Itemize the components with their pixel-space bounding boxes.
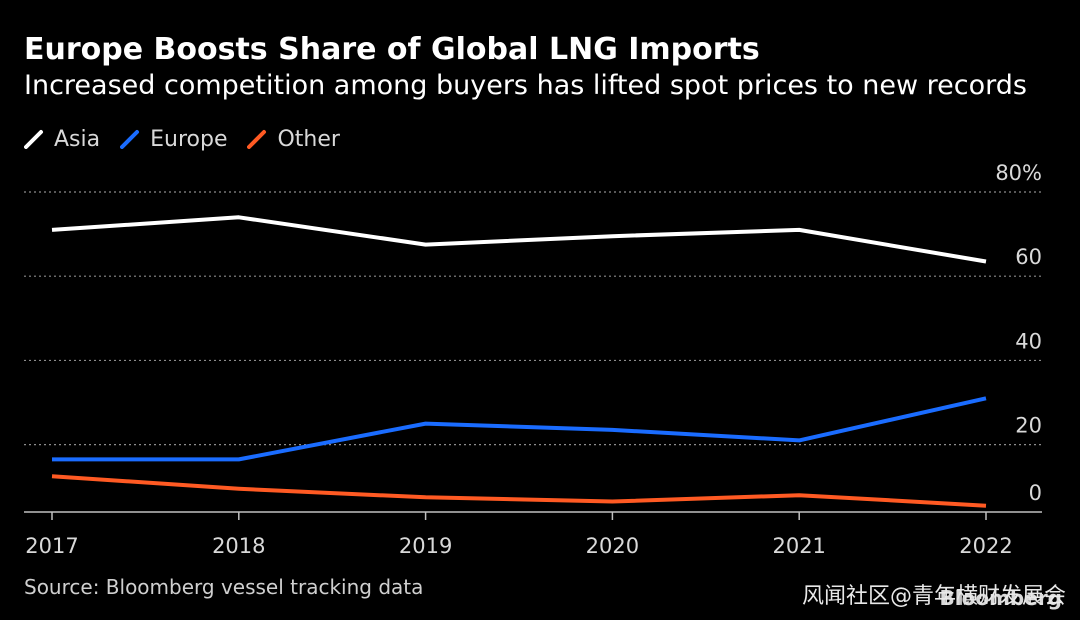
legend-label-other: Other: [277, 126, 340, 152]
legend-item-europe: Europe: [120, 127, 227, 152]
y-tick-label: 80%: [995, 161, 1042, 185]
y-tick-label: 40: [1015, 329, 1042, 353]
x-tick-label: 2020: [586, 534, 639, 558]
series-line-asia: [51, 215, 987, 264]
legend-label-europe: Europe: [150, 126, 228, 152]
chart-title: Europe Boosts Share of Global LNG Import…: [24, 32, 760, 67]
legend-label-asia: Asia: [54, 126, 101, 152]
chart-legend: Asia Europe Other: [24, 124, 360, 154]
series-line-europe: [52, 396, 987, 462]
legend-item-asia: Asia: [24, 127, 100, 152]
x-tick-label: 2017: [25, 534, 78, 558]
chart-subtitle: Increased competition among buyers has l…: [24, 70, 1027, 101]
y-tick-label: 20: [1015, 414, 1042, 438]
bloomberg-logo: Bloomberg: [939, 586, 1062, 610]
legend-swatch-asia: [24, 129, 44, 149]
series-line-other: [51, 474, 987, 508]
x-tick-label: 2019: [399, 534, 452, 558]
legend-swatch-other: [247, 129, 267, 149]
y-tick-label: 0: [1029, 481, 1042, 505]
legend-swatch-europe: [120, 129, 140, 149]
legend-item-other: Other: [247, 126, 340, 152]
y-tick-label: 60: [1015, 245, 1042, 269]
x-tick-label: 2018: [212, 534, 265, 558]
source-note: Source: Bloomberg vessel tracking data: [24, 575, 424, 599]
x-tick-label: 2022: [959, 534, 1012, 558]
watermark-text: 风闻社区@青年横财发展会: [801, 584, 1066, 609]
x-tick-label: 2021: [772, 534, 825, 558]
